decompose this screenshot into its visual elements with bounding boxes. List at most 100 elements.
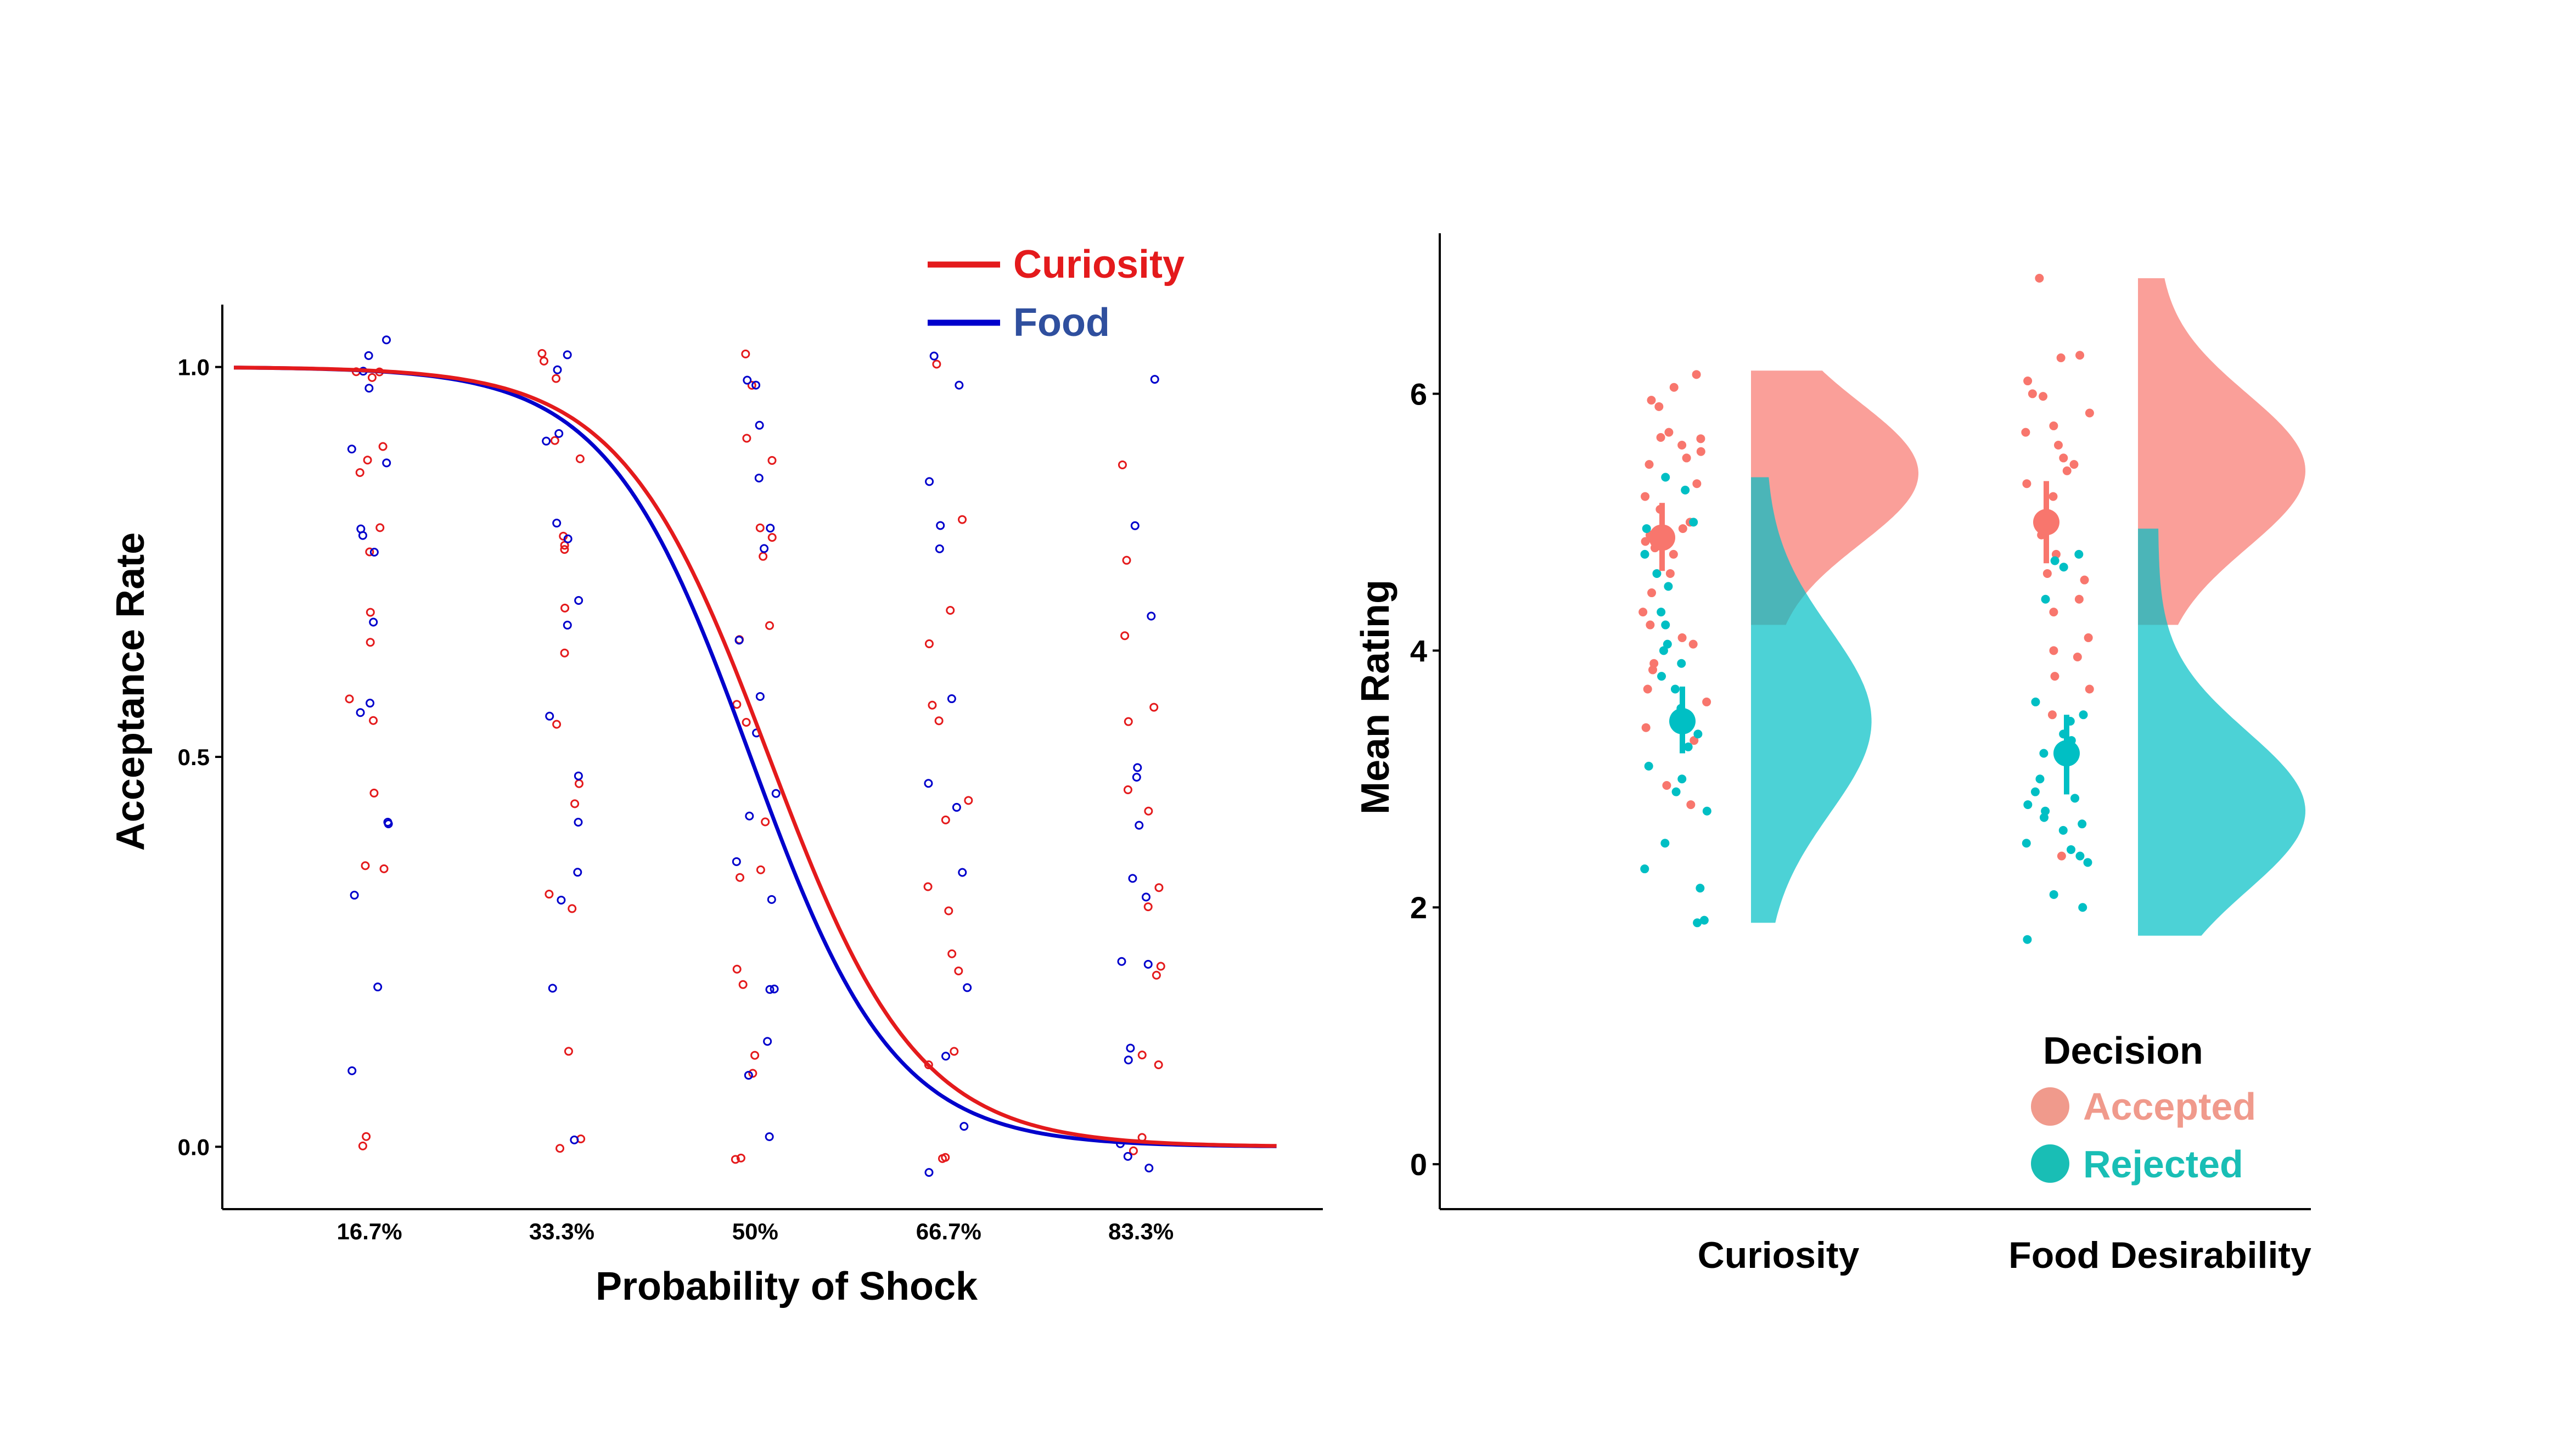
left-points-layer: [345, 335, 1165, 1177]
point-food: [924, 779, 933, 788]
rating-point-rejected: [1671, 787, 1681, 796]
point-curiosity: [756, 865, 765, 874]
rating-point-rejected: [2022, 839, 2031, 848]
point-food: [767, 895, 776, 904]
right-y-ticks: 0 2 4 6: [1410, 377, 1440, 1182]
point-curiosity: [366, 608, 375, 617]
rating-point-accepted: [1688, 639, 1698, 649]
point-food: [373, 982, 383, 992]
point-curiosity: [938, 1154, 947, 1163]
rating-point-accepted: [2021, 428, 2030, 437]
point-curiosity: [947, 949, 957, 958]
rating-point-accepted: [2035, 273, 2044, 283]
rating-point-rejected: [1661, 473, 1670, 482]
rating-point-rejected: [1640, 549, 1649, 559]
right-category-label: Curiosity: [1698, 1234, 1860, 1276]
point-food: [382, 458, 391, 468]
point-food: [553, 365, 562, 374]
rating-point-accepted: [1692, 479, 1702, 488]
left-y-tick-label: 0.0: [178, 1134, 210, 1160]
rating-point-accepted: [1669, 549, 1678, 559]
rating-point-accepted: [2047, 710, 2057, 720]
point-food: [771, 789, 781, 798]
point-food: [958, 868, 967, 877]
point-curiosity: [748, 1069, 757, 1078]
point-food: [552, 519, 562, 528]
point-curiosity: [570, 799, 580, 808]
rating-point-rejected: [1677, 659, 1686, 668]
rating-point-accepted: [1645, 460, 1654, 469]
point-food: [732, 857, 741, 866]
rating-point-accepted: [1696, 447, 1705, 456]
point-food: [755, 692, 765, 701]
point-curiosity: [1118, 460, 1127, 469]
rating-point-accepted: [1677, 633, 1687, 642]
point-food: [763, 1037, 772, 1046]
rating-point-rejected: [1659, 646, 1668, 655]
point-curiosity: [1154, 883, 1164, 892]
legend-dot-accepted: [2031, 1087, 2069, 1126]
point-curiosity: [1152, 970, 1161, 980]
point-curiosity: [1143, 902, 1153, 912]
rating-point-rejected: [2023, 935, 2032, 944]
rating-point-rejected: [2078, 819, 2087, 829]
left-legend: Curiosity Food: [928, 243, 1185, 345]
point-curiosity: [1120, 631, 1130, 641]
point-curiosity: [1154, 1060, 1163, 1070]
point-food: [545, 711, 554, 721]
point-food: [563, 620, 572, 630]
right-y-tick-label: 4: [1410, 633, 1427, 668]
point-food: [356, 708, 365, 717]
left-x-tick-label: 33.3%: [529, 1218, 594, 1244]
point-curiosity: [369, 788, 379, 797]
point-curiosity: [923, 882, 933, 891]
right-y-axis-title: Mean Rating: [1354, 580, 1398, 815]
point-food: [574, 818, 583, 827]
rating-point-accepted: [1648, 665, 1658, 675]
point-curiosity: [367, 373, 377, 382]
point-curiosity: [958, 515, 967, 524]
rating-point-accepted: [2022, 479, 2031, 488]
point-curiosity: [366, 638, 375, 647]
point-curiosity: [379, 864, 389, 873]
point-food: [347, 445, 356, 454]
point-curiosity: [759, 552, 768, 561]
rating-point-rejected: [1664, 582, 1673, 591]
point-food: [751, 380, 761, 390]
point-curiosity: [365, 547, 374, 557]
point-food: [1117, 957, 1126, 966]
right-y-tick-label: 6: [1410, 377, 1427, 411]
mean-dot-accepted: [2033, 509, 2059, 536]
rating-point-rejected: [2023, 800, 2033, 810]
point-curiosity: [741, 349, 750, 358]
point-curiosity: [750, 1051, 760, 1060]
point-curiosity: [1137, 1051, 1147, 1060]
rating-point-accepted: [2085, 684, 2094, 694]
point-food: [924, 1168, 934, 1177]
rating-point-accepted: [2062, 466, 2072, 475]
point-curiosity: [765, 621, 775, 630]
point-food: [366, 699, 375, 708]
left-y-tick-label: 0.5: [178, 744, 210, 770]
rating-point-rejected: [2030, 787, 2040, 796]
rating-point-accepted: [1656, 433, 1665, 442]
point-food: [364, 384, 374, 393]
rating-point-rejected: [1670, 684, 1680, 694]
rating-point-accepted: [2049, 608, 2058, 617]
rating-point-rejected: [1699, 916, 1709, 925]
point-food: [369, 548, 379, 557]
mean-rating-chart: 0 2 4 6 Curiosity Food Desirability Mean Rat…: [1354, 233, 2311, 1276]
rating-point-accepted: [1702, 697, 1711, 706]
point-curiosity: [944, 906, 953, 916]
point-curiosity: [954, 967, 963, 976]
point-food: [573, 868, 582, 877]
rating-point-accepted: [2069, 460, 2079, 469]
point-food: [1144, 1164, 1154, 1173]
point-curiosity: [736, 1153, 745, 1162]
point-curiosity: [755, 523, 765, 532]
point-food: [754, 473, 764, 482]
point-food: [765, 985, 775, 994]
point-food: [1126, 1043, 1135, 1053]
point-food: [570, 1135, 579, 1144]
point-curiosity: [767, 456, 777, 465]
